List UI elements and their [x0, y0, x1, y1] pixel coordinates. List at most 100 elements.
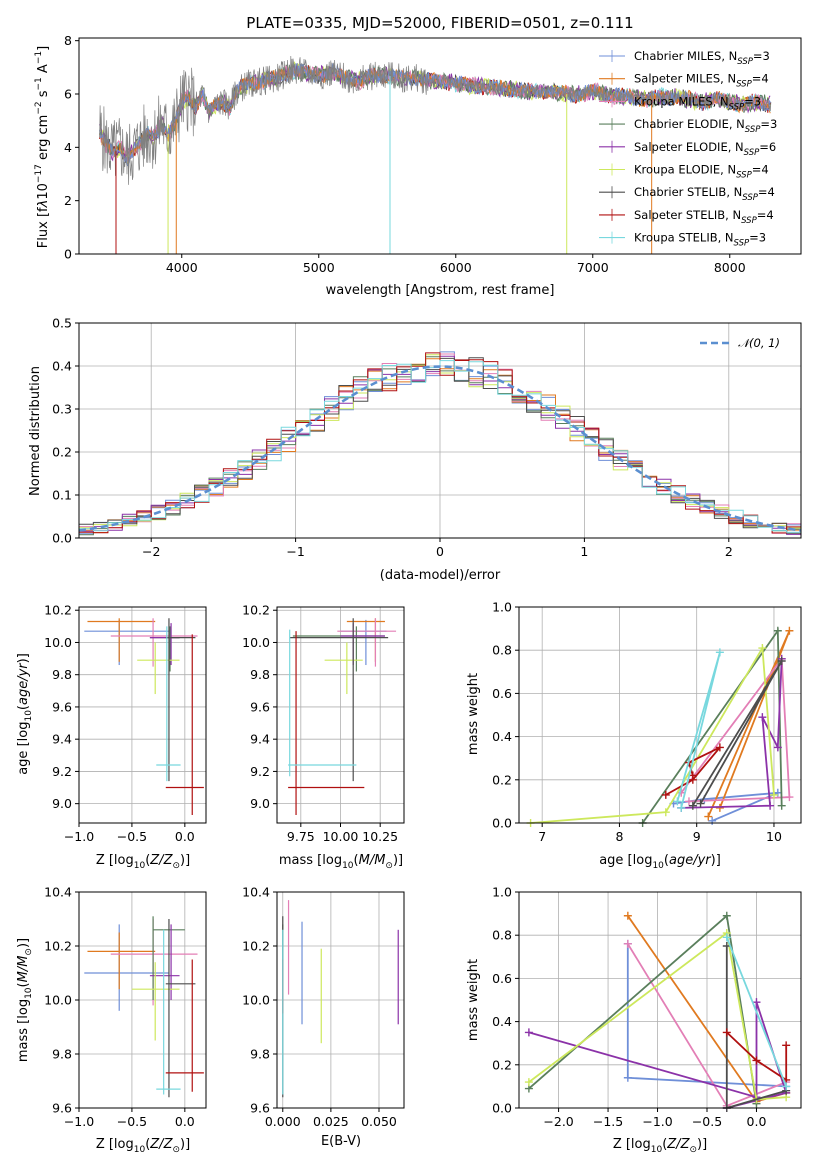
mass-weight-vs-Z-xtick-label: 0.0: [747, 1114, 767, 1129]
mass-weight-vs-age-marker-kroupa-elodie: [758, 644, 767, 653]
mass-weight-vs-age-xlabel: age [log10(age/yr)]: [599, 853, 721, 871]
mass-weight-vs-age-line-salpeter-miles: [707, 630, 791, 817]
mass-weight-vs-age-marker-salpeter-elodie: [773, 743, 782, 752]
mass-weight-vs-age-ytick-label: 0.8: [492, 643, 512, 658]
mass-weight-vs-Z-marker-salpeter-elodie: [752, 998, 761, 1007]
mass-weight-vs-Z-marker-salpeter-stelib: [722, 1028, 731, 1037]
residuals-panel: −2 −1 0 1 2 0.0 0.1 0.2 0.3 0.4 0.5: [52, 316, 802, 559]
mass-weight-vs-age-marker-kroupa-elodie: [661, 808, 670, 817]
residuals-xlabel: (data-model)/error: [380, 568, 501, 583]
mass-weight-vs-age-ytick-label: 0.0: [492, 816, 512, 831]
mass-vs-Z-panel: −1.0 −0.5 0.0 9.6 9.8 10.0 10.2 10.4: [44, 885, 207, 1129]
age-vs-mass-xlabel: mass [log10(M/M⊙)]: [279, 853, 403, 871]
mass-vs-ebv-xtick-label: 0.050: [361, 1114, 397, 1129]
spectrum-legend: Chabrier MILES, NSSP=3 Salpeter MILES, NS…: [599, 49, 777, 249]
age-vs-Z-ytick-label: 10.0: [44, 635, 72, 650]
mass-weight-vs-age-marker-kroupa-stelib: [715, 648, 724, 657]
age-vs-mass-ytick-label: 9.2: [250, 764, 270, 779]
mass-vs-Z-xtick-label: −1.0: [64, 1114, 94, 1129]
mass-vs-Z-ytick-label: 9.8: [52, 1047, 72, 1062]
mass-weight-vs-Z-marker-chabrier-miles: [623, 1073, 632, 1082]
age-vs-Z-xlabel: Z [log10(Z/Z⊙)]: [96, 853, 190, 871]
spectrum-legend-label-salpeter-miles: Salpeter MILES, NSSP=4: [634, 72, 769, 90]
spectrum-ytick-label: 8: [64, 33, 72, 48]
age-vs-Z-xtick-label: −1.0: [64, 829, 94, 844]
mass-vs-ebv-panel: 0.000 0.025 0.050 9.6 9.8 10.0 10.2 10.4: [242, 885, 405, 1129]
mass-weight-vs-age-marker-kroupa-elodie: [769, 790, 778, 799]
mass-vs-Z-ytick-label: 10.0: [44, 993, 72, 1008]
mass-weight-vs-Z-ytick-label: 0.4: [492, 1014, 512, 1029]
mass-weight-vs-age-marker-chabrier-elodie: [773, 626, 782, 635]
mass-vs-ebv-ytick-label: 10.4: [242, 885, 270, 900]
mass-weight-vs-Z-xtick-label: −1.0: [642, 1114, 672, 1129]
mass-weight-vs-age-marker-chabrier-elodie: [777, 801, 786, 810]
mass-weight-vs-Z-line-chabrier-stelib: [725, 946, 787, 1108]
age-vs-mass-ytick-label: 9.8: [250, 667, 270, 682]
mass-vs-Z-ytick-label: 10.4: [44, 885, 72, 900]
spectrum-ytick-label: 6: [64, 87, 72, 102]
spectrum-panel: 4000 5000 6000 7000 8000 0 2 4 6 8: [64, 33, 802, 275]
mass-weight-vs-age-marker-salpeter-stelib: [715, 743, 724, 752]
residuals-ytick-label: 0.0: [52, 531, 72, 546]
age-vs-Z-ytick-label: 9.0: [52, 796, 72, 811]
mass-weight-vs-Z-marker-salpeter-stelib: [782, 1041, 791, 1050]
spectrum-legend-label-kroupa-miles: Kroupa MILES, NSSP=3: [634, 94, 761, 112]
age-vs-mass-ytick-label: 10.0: [242, 635, 270, 650]
normal-reference-curve: [79, 365, 801, 532]
mass-vs-ebv-frame: [276, 891, 405, 1109]
mass-vs-Z-ylabel: mass [log10(M/M⊙)]: [16, 938, 34, 1062]
residuals-frame: [78, 322, 802, 539]
mass-vs-ebv-ytick-label: 10.2: [242, 939, 270, 954]
spectrum-frame: [78, 37, 802, 255]
mass-vs-Z-ytick-label: 10.2: [44, 939, 72, 954]
age-vs-mass-ytick-label: 10.2: [242, 603, 270, 618]
mass-weight-vs-age-marker-kroupa-stelib: [677, 803, 686, 812]
mass-vs-Z-xlabel: Z [log10(Z/Z⊙)]: [96, 1137, 190, 1155]
age-vs-Z-panel: −1.0 −0.5 0.0 9.0 9.2 9.4 9.6 9.8 10.0 10.2: [44, 603, 207, 844]
age-vs-mass-xtick-label: 10.25: [362, 829, 398, 844]
age-vs-Z-xtick-label: 0.0: [175, 829, 195, 844]
mass-weight-vs-age-marker-chabrier-stelib: [777, 657, 786, 665]
spectrum-xtick-label: 7000: [577, 260, 609, 275]
mass-weight-vs-Z-xlabel: Z [log10(Z/Z⊙)]: [613, 1137, 707, 1155]
age-vs-Z-ytick-label: 9.6: [52, 699, 72, 714]
age-vs-Z-ytick-label: 9.8: [52, 667, 72, 682]
spectrum-xtick-label: 5000: [303, 260, 335, 275]
spectrum-legend-label-chabrier-elodie: Chabrier ELODIE, NSSP=3: [634, 117, 777, 135]
residuals-ytick-label: 0.5: [52, 316, 72, 331]
mass-vs-ebv-xlabel: E(B-V): [321, 1134, 361, 1149]
age-vs-mass-ytick-label: 9.6: [250, 699, 270, 714]
spectrum-ylabel: Flux [fλ10−17 erg cm−2 s−1 A−1]: [34, 46, 51, 248]
spectrum-ytick-label: 0: [64, 247, 72, 262]
mass-weight-vs-age-marker-salpeter-stelib: [661, 790, 670, 799]
mass-weight-vs-Z-marker-salpeter-stelib: [752, 1056, 761, 1065]
residuals-ytick-label: 0.4: [52, 359, 72, 374]
mass-weight-vs-age-line-kroupa-elodie: [530, 645, 775, 823]
mass-weight-vs-age-marker-chabrier-stelib: [696, 799, 705, 808]
mass-weight-vs-Z-xtick-label: −0.5: [692, 1114, 722, 1129]
spectrum-legend-label-chabrier-miles: Chabrier MILES, NSSP=3: [634, 49, 770, 67]
age-vs-mass-xtick-label: 9.75: [287, 829, 315, 844]
mass-vs-Z-frame: [78, 891, 207, 1109]
mass-weight-vs-age-xtick-label: 8: [615, 829, 623, 844]
mass-vs-ebv-ytick-label: 9.8: [250, 1047, 270, 1062]
mass-weight-vs-Z-xtick-label: −2.0: [543, 1114, 573, 1129]
spectrum-ytick-label: 2: [64, 193, 72, 208]
mass-weight-vs-Z-marker-salpeter-miles: [623, 911, 632, 920]
mass-weight-vs-age-panel: 7 8 9 10 0.0 0.2 0.4 0.6 0.8 1.0: [492, 600, 802, 844]
mass-weight-vs-Z-marker-salpeter-elodie: [524, 1028, 533, 1037]
mass-weight-vs-age-frame: [518, 606, 802, 824]
mass-vs-ebv-ytick-label: 9.6: [250, 1101, 270, 1116]
mass-weight-vs-age-marker-chabrier-stelib: [688, 801, 697, 810]
mass-weight-vs-Z-marker-kroupa-stelib: [782, 1082, 791, 1091]
mass-weight-vs-age-ytick-label: 0.2: [492, 772, 512, 787]
mass-vs-Z-ytick-label: 9.6: [52, 1101, 72, 1116]
mass-weight-vs-age-xtick-label: 10: [766, 829, 782, 844]
mass-weight-vs-Z-marker-kroupa-stelib: [722, 933, 731, 942]
age-vs-mass-xtick-label: 10.00: [323, 829, 359, 844]
mass-vs-ebv-xtick-label: 0.000: [265, 1114, 301, 1129]
mass-weight-vs-age-line-kroupa-miles: [680, 656, 791, 803]
mass-weight-vs-Z-marker-chabrier-elodie: [722, 911, 731, 920]
residuals-xtick-label: 0: [436, 544, 444, 559]
